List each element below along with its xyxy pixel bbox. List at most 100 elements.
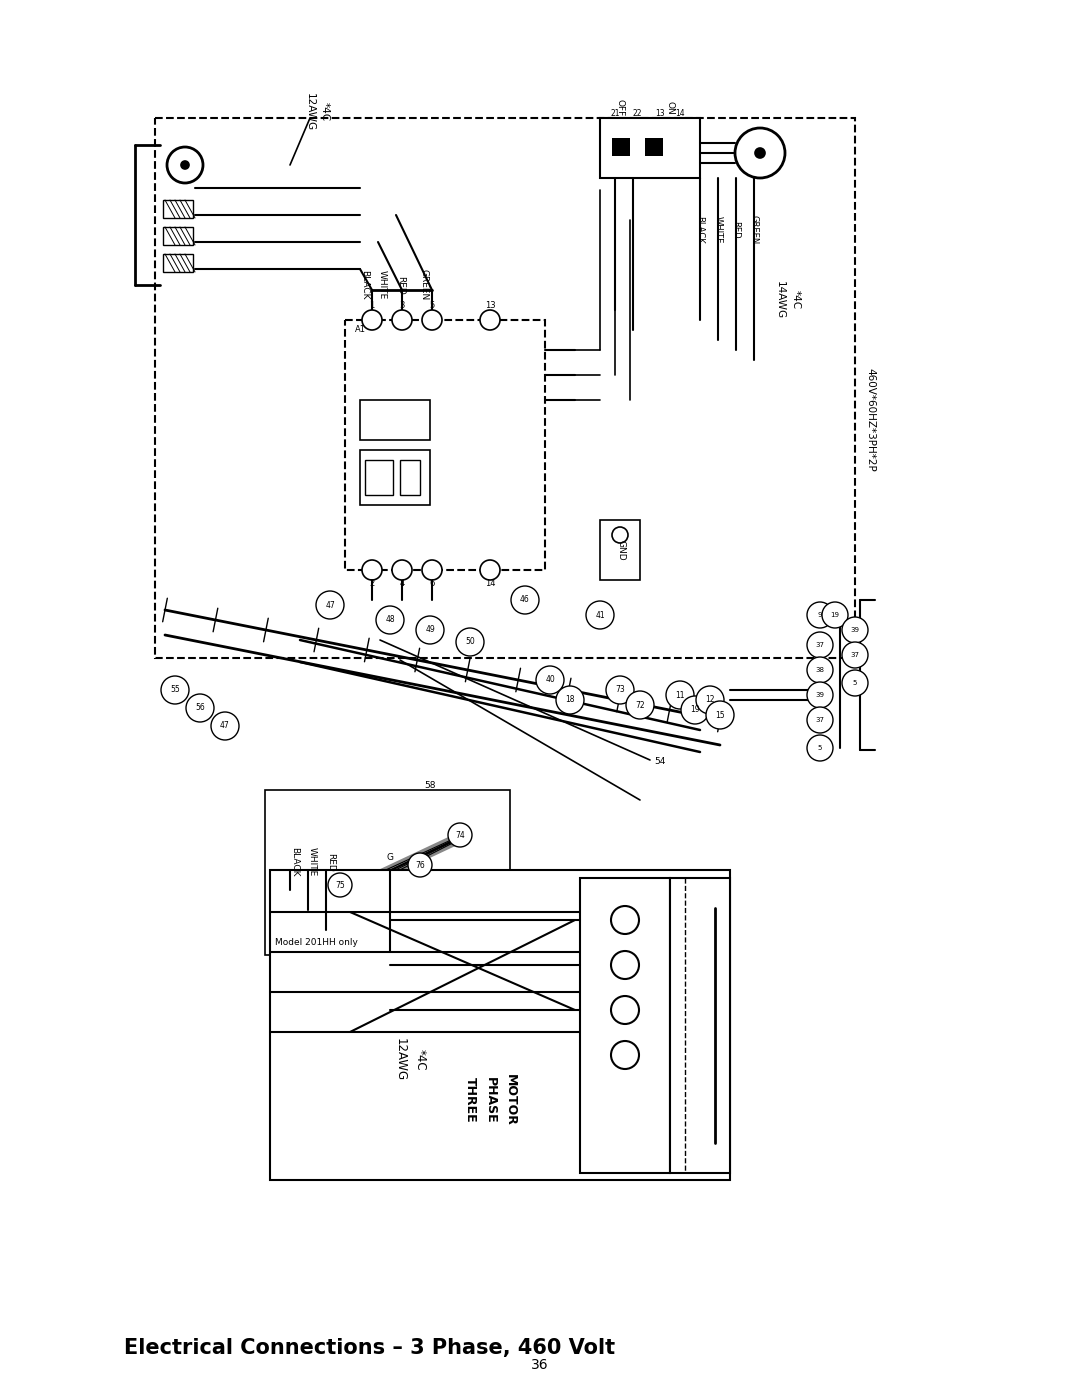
Circle shape (611, 996, 639, 1024)
Circle shape (611, 1041, 639, 1069)
Text: 72: 72 (635, 700, 645, 710)
Circle shape (556, 686, 584, 714)
Text: WHITE: WHITE (378, 271, 387, 299)
Circle shape (392, 560, 411, 580)
Text: RED: RED (326, 852, 335, 872)
Circle shape (807, 735, 833, 761)
Text: BLACK: BLACK (360, 270, 369, 300)
Text: 47: 47 (325, 601, 335, 609)
Text: 5: 5 (430, 302, 434, 310)
Text: 19: 19 (831, 612, 839, 617)
Circle shape (480, 560, 500, 580)
Text: 14: 14 (485, 580, 496, 588)
Text: 22: 22 (632, 109, 642, 117)
Text: 15: 15 (715, 711, 725, 719)
Circle shape (376, 606, 404, 634)
Text: 58: 58 (424, 781, 435, 789)
Text: GND: GND (617, 539, 625, 560)
Circle shape (842, 617, 868, 643)
Text: PHASE: PHASE (484, 1077, 497, 1123)
Circle shape (611, 907, 639, 935)
Bar (163, 226, 193, 244)
Bar (612, 138, 630, 156)
Text: THREE: THREE (463, 1077, 476, 1123)
Text: 9: 9 (818, 612, 822, 617)
Text: 11: 11 (675, 690, 685, 700)
Text: OFF: OFF (616, 99, 624, 116)
Circle shape (842, 671, 868, 696)
Text: 4: 4 (400, 580, 405, 588)
Bar (365, 460, 393, 495)
Text: 41: 41 (595, 610, 605, 619)
Text: 56: 56 (195, 704, 205, 712)
Text: 3: 3 (400, 302, 405, 310)
Circle shape (448, 823, 472, 847)
Circle shape (612, 527, 627, 543)
Text: 13: 13 (485, 302, 496, 310)
Text: 49: 49 (426, 626, 435, 634)
Circle shape (167, 147, 203, 183)
Circle shape (842, 643, 868, 668)
Text: ON: ON (665, 101, 675, 115)
Text: BLACK: BLACK (696, 217, 704, 244)
Circle shape (186, 694, 214, 722)
Text: 40: 40 (545, 676, 555, 685)
Text: *4C: *4C (791, 291, 801, 310)
Circle shape (807, 631, 833, 658)
Text: WHITE: WHITE (714, 217, 723, 243)
Circle shape (422, 560, 442, 580)
Text: 37: 37 (815, 717, 824, 724)
Text: 37: 37 (815, 643, 824, 648)
Text: 55: 55 (171, 686, 180, 694)
Circle shape (586, 601, 615, 629)
Circle shape (422, 310, 442, 330)
Text: 12AWG: 12AWG (393, 1038, 406, 1081)
Text: 5: 5 (853, 680, 858, 686)
Circle shape (161, 676, 189, 704)
Circle shape (480, 310, 500, 330)
Circle shape (807, 657, 833, 683)
Text: 19: 19 (690, 705, 700, 714)
Circle shape (362, 560, 382, 580)
Text: 73: 73 (616, 686, 625, 694)
Text: 48: 48 (386, 616, 395, 624)
Circle shape (211, 712, 239, 740)
Text: RED: RED (731, 221, 741, 239)
Bar (670, 877, 730, 1173)
Text: 50: 50 (465, 637, 475, 647)
Text: BLACK: BLACK (291, 847, 299, 877)
Text: 21: 21 (610, 109, 620, 117)
Bar (645, 138, 663, 156)
Circle shape (666, 680, 694, 710)
Text: 54: 54 (654, 757, 665, 767)
Circle shape (416, 616, 444, 644)
Circle shape (807, 682, 833, 708)
Text: 18: 18 (565, 696, 575, 704)
Text: 36: 36 (531, 1358, 549, 1372)
Text: 2: 2 (369, 580, 375, 588)
Circle shape (606, 676, 634, 704)
Bar (156, 117, 855, 658)
Text: Model 201HH only: Model 201HH only (275, 937, 357, 947)
Text: MOTOR: MOTOR (503, 1074, 516, 1126)
Text: *4C: *4C (320, 102, 330, 122)
Text: 47: 47 (220, 721, 230, 731)
Bar (600, 117, 700, 177)
Circle shape (626, 692, 654, 719)
Circle shape (611, 951, 639, 979)
Circle shape (807, 602, 833, 629)
Circle shape (392, 310, 411, 330)
Text: 12: 12 (705, 696, 715, 704)
Circle shape (822, 602, 848, 629)
Bar (265, 789, 510, 956)
Text: 74: 74 (455, 830, 464, 840)
Text: 37: 37 (851, 652, 860, 658)
Circle shape (181, 161, 189, 169)
Text: 14AWG: 14AWG (775, 281, 785, 319)
Text: 6: 6 (430, 580, 434, 588)
Text: A1: A1 (355, 326, 366, 334)
Text: 12AWG: 12AWG (305, 94, 315, 131)
Circle shape (807, 707, 833, 733)
Text: 39: 39 (815, 692, 824, 698)
Text: GREEN: GREEN (750, 215, 758, 244)
